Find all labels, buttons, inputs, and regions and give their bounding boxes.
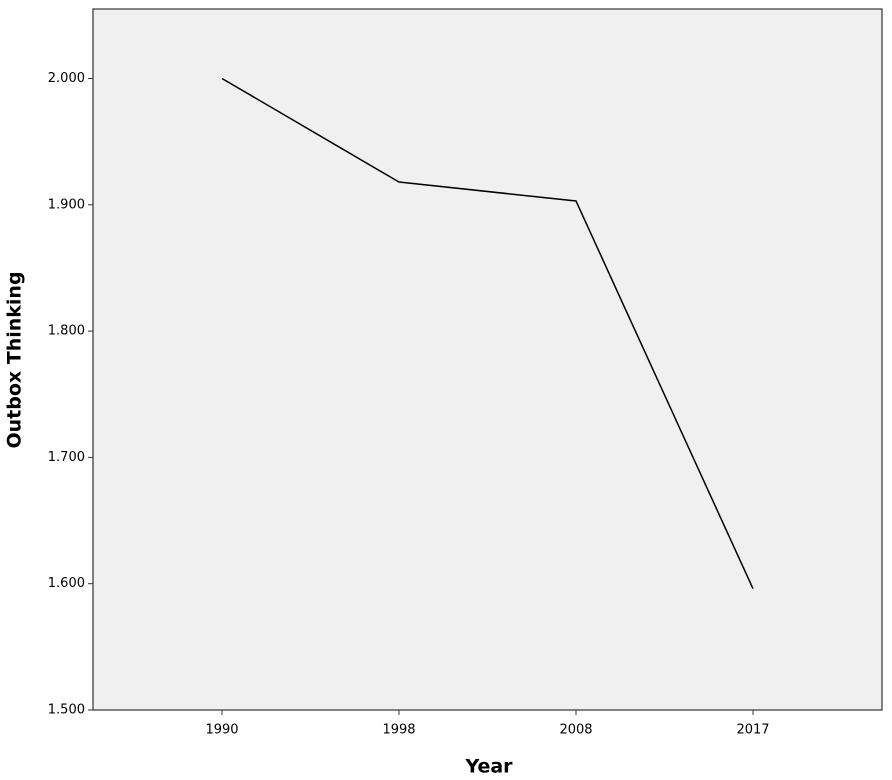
- x-tick-label: 2017: [736, 723, 769, 738]
- x-tick-label: 1998: [382, 723, 415, 738]
- x-tick-label: 2008: [559, 723, 592, 738]
- line: [221, 77, 754, 590]
- x-axis-title: Year: [464, 756, 513, 778]
- y-tick-label: 1.700: [48, 450, 85, 465]
- y-tick-label: 1.500: [48, 703, 85, 718]
- plot-area: [92, 8, 883, 711]
- y-tick-label: 1.800: [48, 324, 85, 339]
- y-tick-label: 1.900: [48, 197, 85, 212]
- x-tick-label: 1990: [205, 723, 238, 738]
- y-tick-label: 2.000: [48, 71, 85, 86]
- y-axis-title: Outbox Thinking: [4, 271, 26, 448]
- y-tick-label: 1.600: [48, 576, 85, 591]
